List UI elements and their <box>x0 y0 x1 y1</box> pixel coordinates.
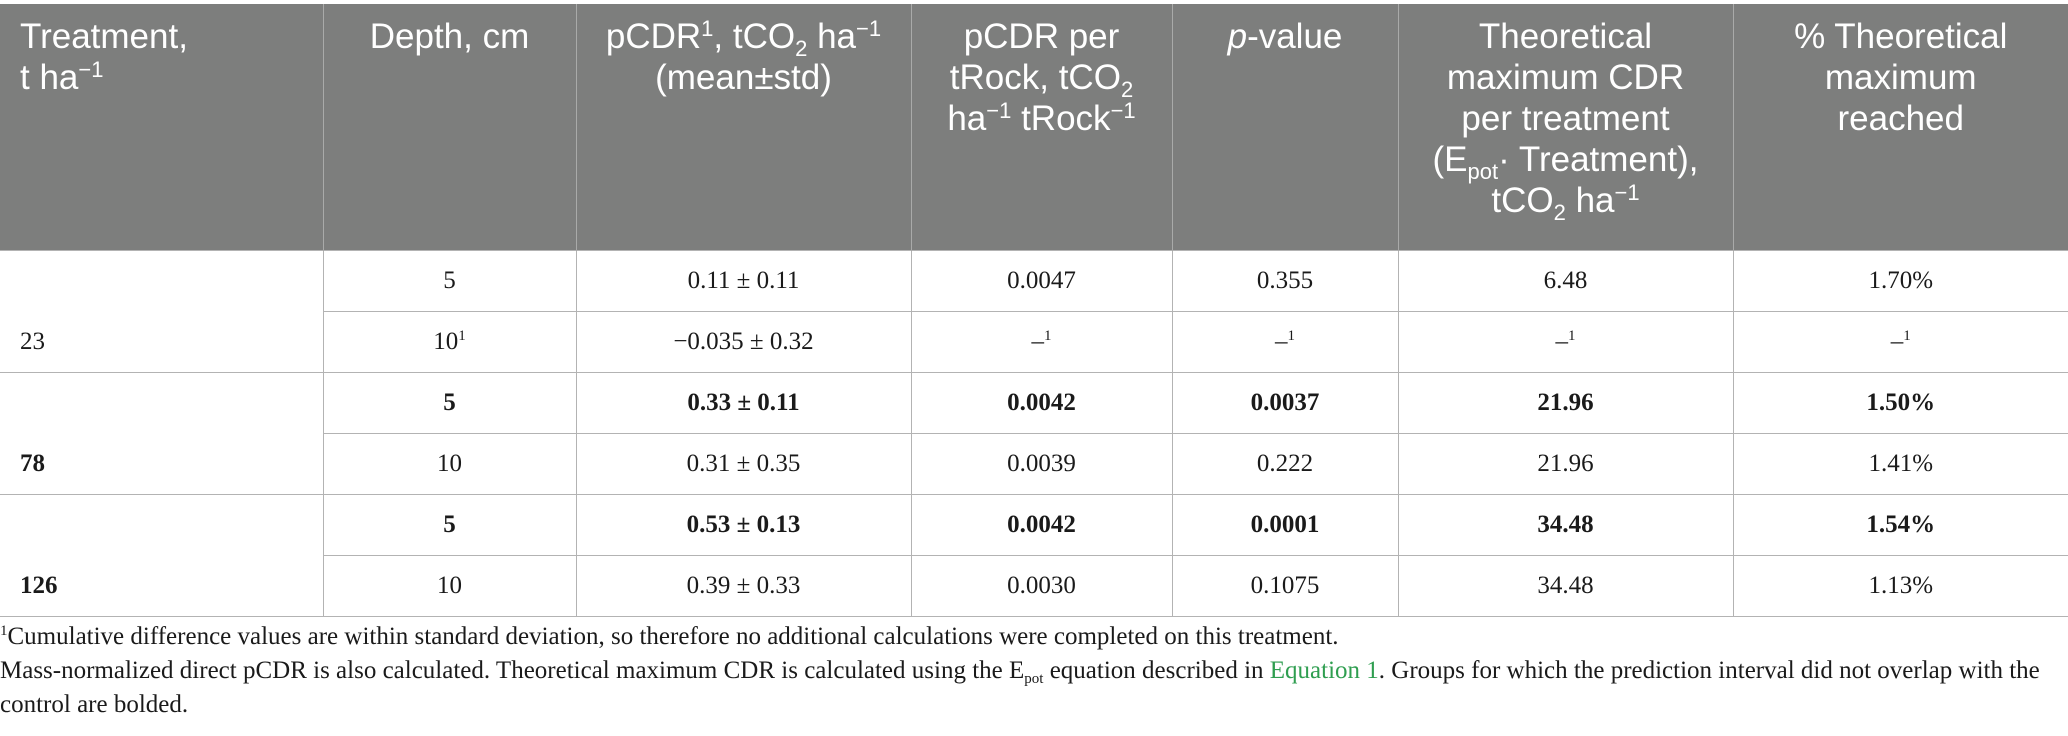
header-pcdr-per-rock: pCDR per tRock, tCO2 ha−1 tRock−1 <box>910 4 1172 251</box>
depth-value: 5 <box>443 511 456 538</box>
pcdr-per-rock-cell: 0.0047 <box>910 250 1173 312</box>
depth-value: 10 <box>437 572 462 599</box>
pvalue-cell: 0.0037 <box>1171 372 1399 434</box>
pvalue-cell: –1 <box>1171 311 1399 373</box>
theoretical-max-cell-value: 21.96 <box>1537 389 1594 416</box>
results-table: Treatment, t ha−1 Depth, cm pCDR1, tCO2 … <box>0 4 2068 617</box>
theoretical-max-cell: 21.96 <box>1397 372 1734 434</box>
theoretical-max-cell: 34.48 <box>1397 555 1734 617</box>
pvalue-cell: 0.222 <box>1171 433 1399 495</box>
pcdr-cell: 0.39 ± 0.33 <box>575 555 912 617</box>
pcdr-per-rock-cell-value: 0.0030 <box>1007 572 1076 599</box>
header-pcdr: pCDR1, tCO2 ha−1 (mean±std) <box>575 4 911 251</box>
theoretical-max-cell-value: 34.48 <box>1537 572 1594 599</box>
theoretical-max-cell: 6.48 <box>1397 250 1734 312</box>
pcdr-per-rock-cell-value: 0.0042 <box>1007 389 1076 416</box>
pvalue-cell-value: 0.0037 <box>1250 389 1320 416</box>
pct-max-cell-value: 1.54% <box>1866 511 1936 538</box>
theoretical-max-cell-value: 34.48 <box>1537 511 1594 538</box>
pct-max-cell-value: 1.41% <box>1868 450 1934 477</box>
pct-max-cell: 1.50% <box>1732 372 2068 434</box>
pvalue-cell: 0.1075 <box>1171 555 1399 617</box>
table-row: 101 −0.035 ± 0.32 –1 –1 –1 –1 <box>0 311 2068 373</box>
depth-cell: 5 <box>322 494 577 556</box>
theoretical-max-cell: 34.48 <box>1397 494 1734 556</box>
pct-max-cell-value: – <box>1890 328 1904 355</box>
pvalue-cell-value: 0.355 <box>1256 267 1314 294</box>
table-row: 23 5 0.11 ± 0.11 0.0047 0.355 6.48 1.70% <box>0 250 2068 373</box>
pct-max-cell: 1.54% <box>1732 494 2068 556</box>
depth-cell: 5 <box>322 250 577 312</box>
footnote-2: Mass-normalized direct pCDR is also calc… <box>0 657 2040 718</box>
pcdr-cell: 0.31 ± 0.35 <box>575 433 912 495</box>
pvalue-cell-value: 0.0001 <box>1250 511 1320 538</box>
header-depth: Depth, cm <box>322 4 576 251</box>
depth-cell: 10 <box>323 555 577 617</box>
pcdr-cell: 0.53 ± 0.13 <box>575 494 912 556</box>
treatment-cell: 126 <box>0 494 324 617</box>
footnote-marker: 1 <box>458 328 466 344</box>
pct-max-cell-value: 1.50% <box>1866 389 1936 416</box>
pvalue-cell-value: – <box>1275 328 1288 355</box>
depth-cell: 10 <box>323 433 577 495</box>
footnote-marker: 1 <box>1903 328 1911 344</box>
depth-value: 5 <box>443 389 456 416</box>
pct-max-cell: –1 <box>1732 311 2068 373</box>
theoretical-max-cell-value: 21.96 <box>1537 450 1594 477</box>
table-body: 23 5 0.11 ± 0.11 0.0047 0.355 6.48 1.70% 101 −0.… <box>0 250 2068 617</box>
pcdr-per-rock-cell-value: – <box>1031 328 1045 355</box>
footnote-marker: 1 <box>1287 328 1296 344</box>
table-row: 126 5 0.53 ± 0.13 0.0042 0.0001 34.48 1.54% <box>0 494 2068 617</box>
pcdr-per-rock-cell-value: 0.0042 <box>1007 511 1076 538</box>
pvalue-cell-value: 0.1075 <box>1250 572 1320 599</box>
table-footnotes: 1Cumulative difference values are within… <box>0 620 2060 722</box>
depth-value: 5 <box>443 267 456 294</box>
pct-max-cell: 1.41% <box>1732 433 2068 495</box>
table-row: 10 0.39 ± 0.33 0.0030 0.1075 34.48 1.13% <box>0 555 2068 617</box>
theoretical-max-cell-value: – <box>1555 328 1569 355</box>
pcdr-per-rock-cell: 0.0042 <box>910 372 1173 434</box>
pcdr-per-rock-cell: 0.0039 <box>910 433 1173 495</box>
pct-max-cell-value: 1.70% <box>1868 267 1934 294</box>
pcdr-cell: 0.33 ± 0.11 <box>575 372 912 434</box>
table-row: 78 5 0.33 ± 0.11 0.0042 0.0037 21.96 1.50% <box>0 372 2068 495</box>
pcdr-per-rock-cell: 0.0042 <box>910 494 1173 556</box>
treatment-cell: 78 <box>0 372 324 495</box>
treatment-cell: 23 <box>0 250 324 373</box>
pct-max-cell-value: 1.13% <box>1868 572 1934 599</box>
header-treatment: Treatment, t ha−1 <box>0 4 323 251</box>
footnote-1: 1Cumulative difference values are within… <box>0 623 1339 650</box>
depth-cell: 5 <box>322 372 577 434</box>
pvalue-cell: 0.0001 <box>1171 494 1399 556</box>
equation-1-link[interactable]: Equation 1 <box>1269 657 1379 684</box>
pcdr-per-rock-cell: 0.0030 <box>910 555 1173 617</box>
header-row: Treatment, t ha−1 Depth, cm pCDR1, tCO2 … <box>0 4 2068 251</box>
pcdr-cell: 0.11 ± 0.11 <box>575 250 912 312</box>
table-row: 10 0.31 ± 0.35 0.0039 0.222 21.96 1.41% <box>0 433 2068 495</box>
pvalue-cell-value: 0.222 <box>1256 450 1314 477</box>
pcdr-cell: −0.035 ± 0.32 <box>575 311 912 373</box>
header-pct-max: % Theoretical maximum reached <box>1732 4 2068 251</box>
footnote-marker: 1 <box>1044 328 1052 344</box>
pct-max-cell: 1.13% <box>1732 555 2068 617</box>
footnote-marker: 1 <box>1568 328 1576 344</box>
header-pvalue: p-value <box>1171 4 1398 251</box>
pvalue-cell: 0.355 <box>1171 250 1399 312</box>
depth-cell: 101 <box>323 311 577 373</box>
pcdr-per-rock-cell-value: 0.0039 <box>1007 450 1076 477</box>
theoretical-max-cell-value: 6.48 <box>1543 267 1588 294</box>
theoretical-max-cell: 21.96 <box>1397 433 1734 495</box>
pcdr-per-rock-cell-value: 0.0047 <box>1007 267 1076 294</box>
pct-max-cell: 1.70% <box>1732 250 2068 312</box>
header-theoretical-max: Theoretical maximum CDR per treatment (E… <box>1397 4 1733 251</box>
depth-value: 10 <box>437 450 462 477</box>
theoretical-max-cell: –1 <box>1397 311 1734 373</box>
pcdr-per-rock-cell: –1 <box>910 311 1173 373</box>
depth-value: 10 <box>433 328 459 355</box>
